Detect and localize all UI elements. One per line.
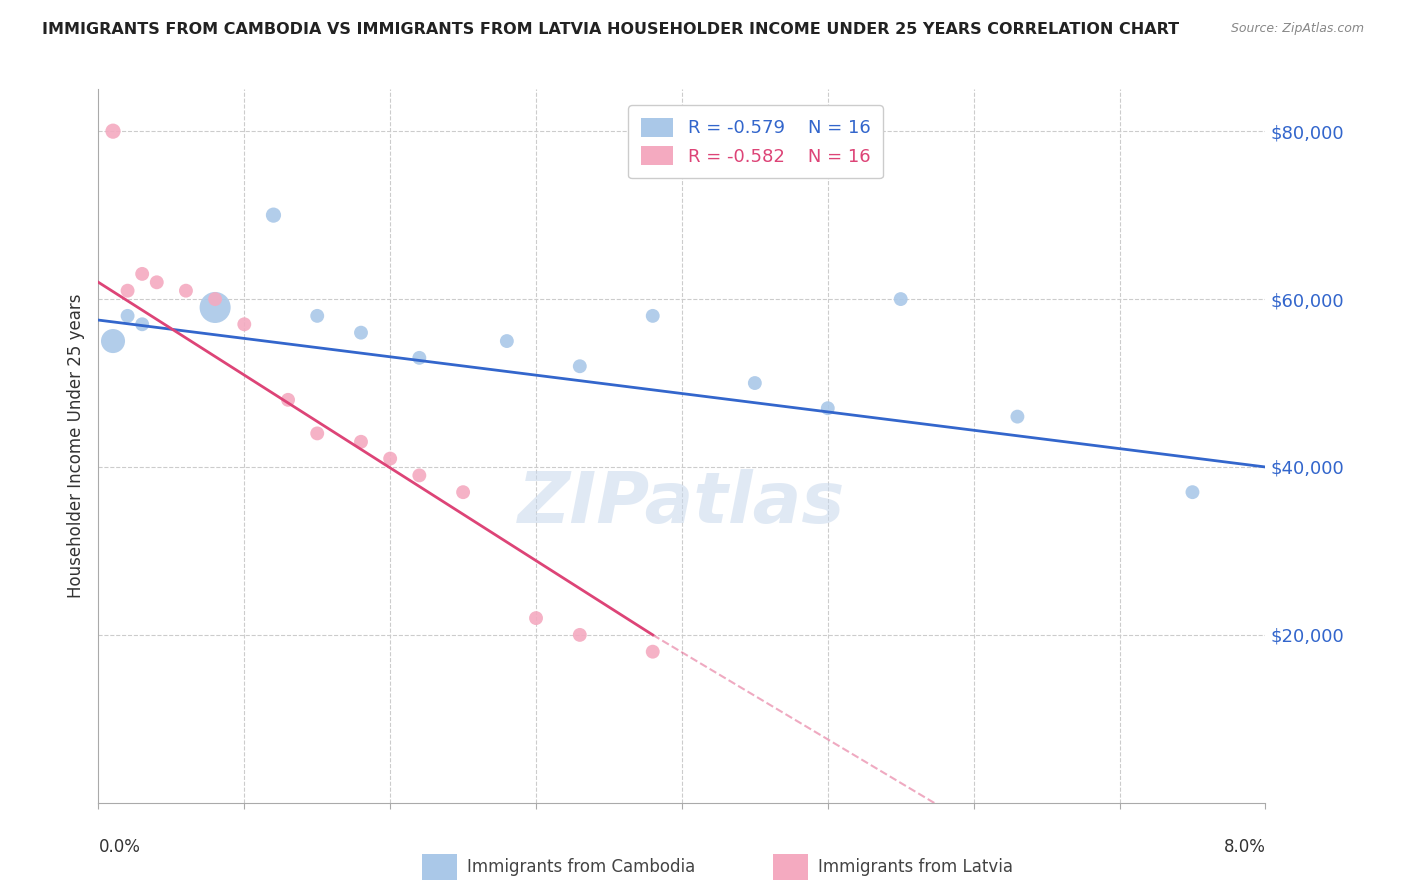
Text: Source: ZipAtlas.com: Source: ZipAtlas.com: [1230, 22, 1364, 36]
Point: [451, 485, 474, 500]
Point: [131, 267, 153, 281]
Point: [204, 292, 226, 306]
Point: [408, 351, 430, 365]
Point: [233, 318, 256, 332]
Point: [568, 359, 591, 374]
Point: [101, 124, 124, 138]
Point: [744, 376, 766, 390]
Y-axis label: Householder Income Under 25 years: Householder Income Under 25 years: [67, 293, 86, 599]
Point: [408, 468, 430, 483]
Point: [641, 645, 664, 659]
Text: ZIPatlas: ZIPatlas: [519, 468, 845, 538]
Text: Immigrants from Cambodia: Immigrants from Cambodia: [467, 858, 695, 876]
Point: [262, 208, 284, 222]
Point: [350, 326, 373, 340]
Text: IMMIGRANTS FROM CAMBODIA VS IMMIGRANTS FROM LATVIA HOUSEHOLDER INCOME UNDER 25 Y: IMMIGRANTS FROM CAMBODIA VS IMMIGRANTS F…: [42, 22, 1180, 37]
Point: [307, 309, 329, 323]
Point: [1181, 485, 1204, 500]
Text: Immigrants from Latvia: Immigrants from Latvia: [818, 858, 1014, 876]
Point: [890, 292, 912, 306]
Point: [131, 318, 153, 332]
Point: [817, 401, 839, 416]
Point: [350, 434, 373, 449]
Point: [641, 309, 664, 323]
Legend: R = -0.579    N = 16, R = -0.582    N = 16: R = -0.579 N = 16, R = -0.582 N = 16: [628, 105, 883, 178]
Point: [378, 451, 402, 466]
Point: [277, 392, 299, 407]
Point: [101, 334, 124, 348]
Point: [307, 426, 329, 441]
Point: [568, 628, 591, 642]
Point: [117, 309, 139, 323]
Text: 0.0%: 0.0%: [98, 838, 141, 856]
Point: [174, 284, 197, 298]
Point: [1007, 409, 1029, 424]
Point: [496, 334, 519, 348]
Point: [146, 275, 169, 289]
Text: 8.0%: 8.0%: [1223, 838, 1265, 856]
Point: [524, 611, 547, 625]
Point: [117, 284, 139, 298]
Point: [204, 301, 226, 315]
